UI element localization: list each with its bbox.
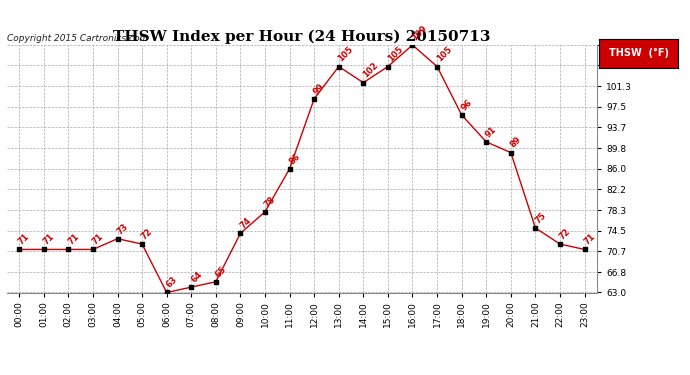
Text: Copyright 2015 Cartronics.com: Copyright 2015 Cartronics.com [7,33,148,42]
Point [555,241,566,247]
Title: THSW Index per Hour (24 Hours) 20150713: THSW Index per Hour (24 Hours) 20150713 [113,30,491,44]
Point [530,225,541,231]
Text: 73: 73 [115,221,130,236]
Point [210,279,221,285]
Point [407,42,418,48]
Point [456,112,467,118]
Point [38,246,49,252]
Point [88,246,99,252]
Text: 72: 72 [140,227,155,241]
Text: 71: 71 [66,232,81,247]
Point [112,236,123,242]
Point [235,230,246,236]
Point [333,63,344,69]
Text: 89: 89 [509,135,523,150]
Text: 86: 86 [288,152,302,166]
Text: 65: 65 [214,264,228,279]
Text: 71: 71 [17,232,32,247]
Text: 71: 71 [41,232,56,247]
Text: 102: 102 [361,61,380,80]
Text: 75: 75 [533,211,548,225]
Point [579,246,590,252]
Text: THSW  (°F): THSW (°F) [609,48,669,58]
Text: 105: 105 [386,45,404,64]
Point [284,166,295,172]
Text: 71: 71 [582,232,597,247]
Point [505,150,516,156]
Text: 74: 74 [238,216,253,231]
Point [308,96,319,102]
Point [431,63,442,69]
Text: 72: 72 [558,227,573,241]
Point [259,209,270,215]
Text: 63: 63 [164,275,179,290]
Text: 91: 91 [484,124,499,139]
Text: 105: 105 [435,45,453,64]
Point [382,63,393,69]
Point [14,246,25,252]
Point [137,241,148,247]
Text: 96: 96 [460,98,474,112]
Text: 109: 109 [411,24,429,42]
Text: 64: 64 [189,270,204,284]
Text: 78: 78 [263,195,277,209]
Text: 99: 99 [312,81,326,96]
Point [63,246,74,252]
Point [186,284,197,290]
Text: 71: 71 [91,232,106,247]
Point [161,290,172,296]
Point [358,80,369,86]
Text: 105: 105 [337,45,355,64]
Point [481,139,492,145]
